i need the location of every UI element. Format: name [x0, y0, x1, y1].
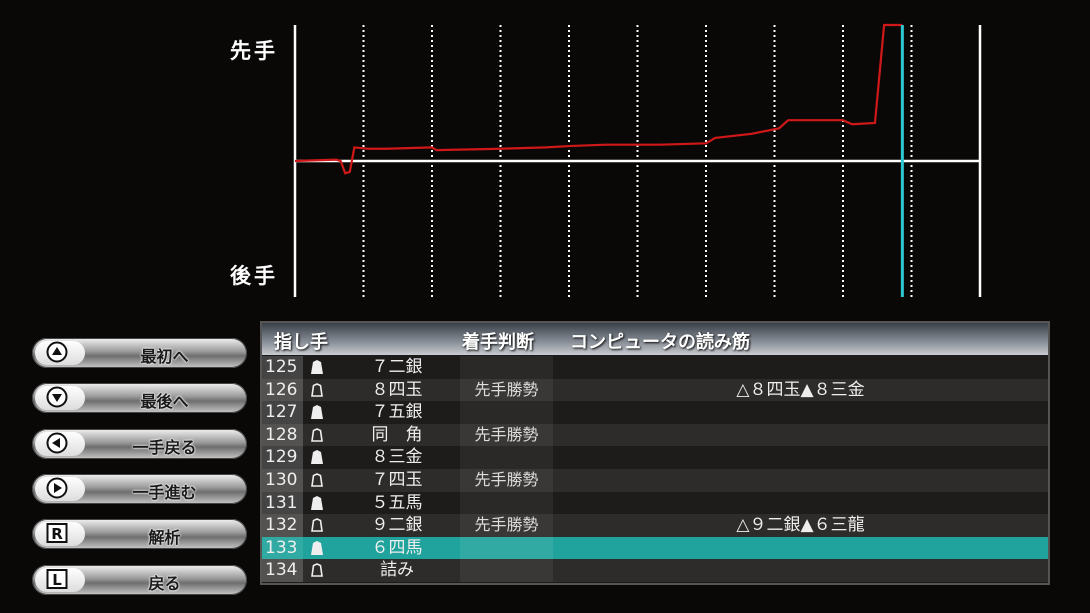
triangle-right-icon — [46, 477, 68, 499]
move-list-table: 指し手 着手判断 コンピュータの読み筋 125 ７二銀 126 ８四玉 先手勝勢… — [262, 323, 1048, 583]
move-text: 詰み — [380, 560, 414, 581]
move-number: 134 — [262, 559, 303, 582]
gote-axis-label: 後手 — [230, 264, 278, 288]
move-number: 131 — [262, 491, 303, 515]
button-label: 解析 — [148, 528, 181, 548]
move-judgment: 先手勝勢 — [460, 514, 553, 537]
move-number: 129 — [262, 446, 303, 469]
computer-reading: △９二銀▲６三龍 — [736, 515, 865, 536]
move-number: 126 — [262, 378, 303, 402]
header-judgment: 着手判断 — [462, 332, 534, 353]
move-judgment: 先手勝勢 — [460, 378, 553, 402]
move-number: 133 — [262, 536, 303, 560]
table-row[interactable]: 127 ７五銀 — [262, 401, 1048, 424]
header-reading: コンピュータの読み筋 — [570, 332, 750, 353]
triangle-up-icon — [46, 341, 68, 363]
evaluation-graph — [293, 23, 982, 297]
move-judgment — [460, 401, 553, 424]
move-text: ５五馬 — [371, 492, 423, 513]
button-l[interactable]: L 戻る — [32, 564, 247, 595]
gote-piece-icon — [311, 473, 323, 487]
svg-text:R: R — [51, 525, 63, 543]
move-number: 132 — [262, 514, 303, 537]
table-row[interactable]: 125 ７二銀 — [262, 356, 1048, 379]
table-row[interactable]: 130 ７四玉 先手勝勢 — [262, 469, 1048, 492]
button-down[interactable]: 最後へ — [32, 383, 247, 414]
sente-piece-icon — [311, 405, 323, 420]
gote-piece-icon — [311, 518, 323, 532]
move-text: ７五銀 — [371, 402, 423, 423]
move-number: 128 — [262, 423, 303, 447]
computer-reading: △８四玉▲８三金 — [736, 379, 865, 400]
move-judgment: 先手勝勢 — [460, 469, 553, 492]
svg-text:L: L — [52, 571, 62, 589]
gote-piece-icon — [311, 563, 323, 578]
move-text: ６四馬 — [371, 537, 423, 558]
button-r[interactable]: R 解析 — [32, 519, 247, 550]
header-move: 指し手 — [274, 332, 328, 353]
move-number: 125 — [262, 356, 303, 379]
move-judgment — [460, 356, 553, 379]
table-row[interactable]: 131 ５五馬 — [262, 491, 1048, 515]
move-number: 127 — [262, 401, 303, 424]
l-button-icon: L — [46, 568, 68, 589]
computer-reading — [553, 446, 1048, 469]
table-row[interactable]: 132 ９二銀 先手勝勢 △９二銀▲６三龍 — [262, 514, 1048, 537]
sente-piece-icon — [311, 450, 323, 465]
computer-reading — [553, 559, 1048, 582]
table-row[interactable]: 134 詰み — [262, 559, 1048, 582]
sente-piece-icon — [311, 495, 323, 510]
r-button-icon: R — [46, 523, 68, 544]
sente-axis-label: 先手 — [230, 39, 278, 63]
computer-reading — [553, 356, 1048, 379]
button-label: 最後へ — [140, 392, 189, 412]
table-row[interactable]: 128 同 角 先手勝勢 — [262, 423, 1048, 447]
sente-piece-icon — [311, 540, 323, 555]
move-text: ８四玉 — [371, 379, 423, 400]
triangle-left-icon — [46, 432, 68, 454]
table-header: 指し手 着手判断 コンピュータの読み筋 — [262, 323, 1048, 355]
triangle-down-icon — [46, 386, 68, 408]
move-judgment — [460, 446, 553, 469]
table-row[interactable]: 133 ６四馬 — [262, 536, 1048, 560]
computer-reading — [553, 492, 1048, 515]
computer-reading — [553, 424, 1048, 447]
computer-reading — [553, 469, 1048, 492]
button-left[interactable]: 一手戻る — [32, 428, 247, 459]
move-judgment — [460, 536, 553, 560]
move-text: ９二銀 — [371, 515, 423, 536]
gote-piece-icon — [311, 382, 323, 397]
gote-piece-icon — [311, 427, 323, 442]
button-label: 一手戻る — [132, 437, 197, 457]
button-label: 一手進む — [132, 482, 197, 502]
move-judgment — [460, 491, 553, 515]
move-text: ８三金 — [371, 447, 423, 468]
button-label: 戻る — [148, 573, 181, 593]
table-row[interactable]: 126 ８四玉 先手勝勢 △８四玉▲８三金 — [262, 378, 1048, 402]
move-judgment: 先手勝勢 — [460, 423, 553, 447]
computer-reading — [553, 401, 1048, 424]
sente-piece-icon — [311, 360, 323, 374]
computer-reading — [553, 537, 1048, 560]
button-label: 最初へ — [140, 347, 189, 366]
move-text: ７二銀 — [371, 357, 423, 377]
move-text: ７四玉 — [371, 470, 423, 490]
evaluation-line — [294, 23, 903, 175]
table-row[interactable]: 129 ８三金 — [262, 446, 1048, 469]
button-up[interactable]: 最初へ — [32, 338, 247, 368]
move-judgment — [460, 559, 553, 582]
button-right[interactable]: 一手進む — [32, 473, 247, 504]
move-text: 同 角 — [371, 424, 423, 445]
move-number: 130 — [262, 469, 303, 492]
